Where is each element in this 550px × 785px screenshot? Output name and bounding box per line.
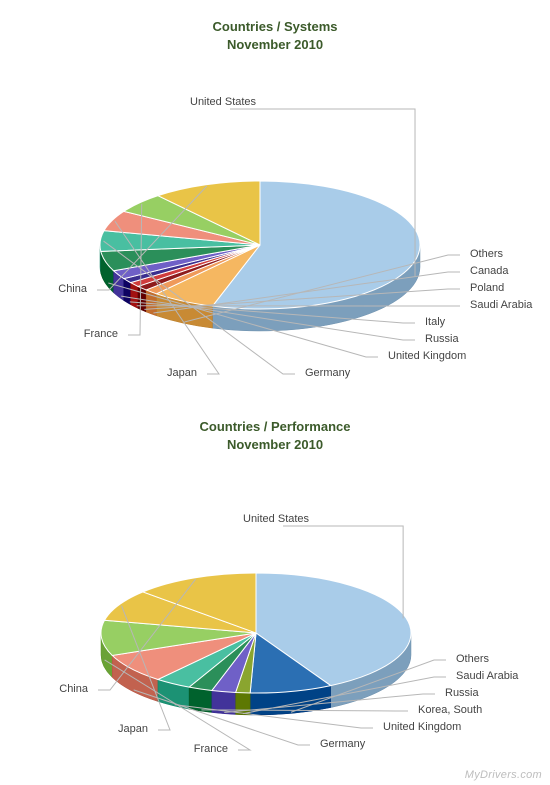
chart-performance: Countries / PerformanceNovember 2010Unit… [0, 400, 550, 785]
chart-systems: Countries / SystemsNovember 2010United S… [0, 0, 550, 400]
pie-svg [0, 0, 550, 400]
pie-svg [0, 400, 550, 785]
pie-side [131, 283, 138, 309]
